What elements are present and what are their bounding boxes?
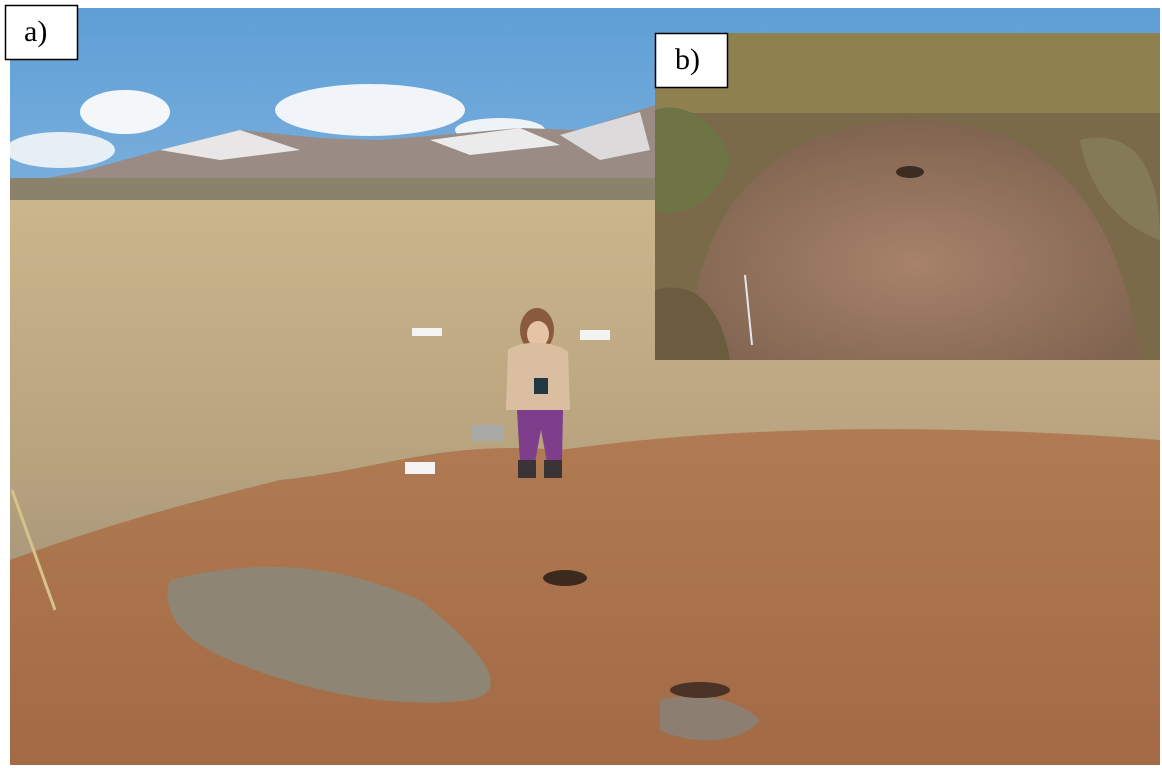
label-box xyxy=(654,32,729,89)
label-box xyxy=(4,4,79,61)
photo-b xyxy=(655,33,1160,360)
panel-label: b) xyxy=(675,43,700,76)
panel-label: a) xyxy=(24,15,47,48)
